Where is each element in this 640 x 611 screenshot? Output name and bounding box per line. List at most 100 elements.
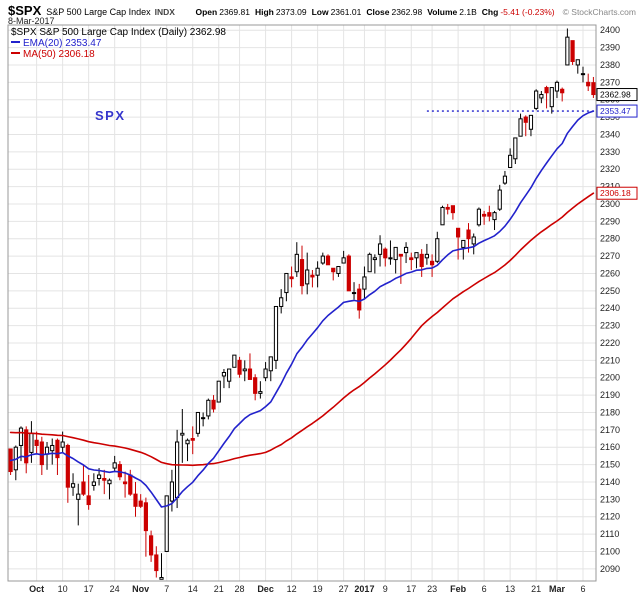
- candle: [565, 28, 570, 66]
- svg-text:14: 14: [188, 584, 198, 594]
- candle: [133, 481, 138, 517]
- candle: [247, 353, 253, 380]
- candle: [523, 115, 528, 137]
- svg-text:2310: 2310: [600, 182, 620, 192]
- svg-text:17: 17: [84, 584, 94, 594]
- candle: [273, 305, 279, 370]
- candle: [268, 356, 273, 382]
- candle: [107, 478, 112, 500]
- chart-header: $SPX S&P 500 Large Cap Index INDX Open 23…: [8, 3, 636, 18]
- candle: [346, 254, 351, 292]
- candle: [341, 250, 346, 264]
- candle: [169, 469, 175, 512]
- candle: [221, 369, 227, 389]
- quote-value: 2361.01: [330, 7, 362, 17]
- svg-text:24: 24: [110, 584, 120, 594]
- index-name: S&P 500 Large Cap Index: [46, 7, 151, 17]
- candle: [450, 205, 456, 220]
- candle: [383, 247, 388, 267]
- x-axis-labels: Oct 10 17 24 Nov 7 14 21 28 Dec 12 19 27 2017 9 17 23 Feb…: [29, 584, 585, 594]
- svg-text:2300: 2300: [600, 199, 620, 209]
- candle: [34, 431, 39, 455]
- candle: [419, 249, 424, 277]
- candle: [91, 473, 96, 491]
- quote-line: Open 2369.81 High 2373.09 Low 2361.01 Close 236…: [190, 7, 554, 17]
- candle: [211, 395, 216, 413]
- candle: [216, 380, 221, 403]
- svg-text:2280: 2280: [600, 234, 620, 244]
- candle: [164, 495, 169, 552]
- candle: [8, 448, 13, 476]
- candle: [435, 231, 440, 264]
- candle: [544, 85, 549, 109]
- candle: [190, 426, 195, 455]
- svg-text:2150: 2150: [600, 460, 620, 470]
- svg-text:2210: 2210: [600, 355, 620, 365]
- candle: [534, 89, 539, 111]
- svg-text:2260: 2260: [600, 268, 620, 278]
- svg-text:2250: 2250: [600, 286, 620, 296]
- candle: [305, 252, 310, 295]
- quote-value: 2.1B: [459, 7, 477, 17]
- svg-text:2160: 2160: [600, 442, 620, 452]
- candle: [549, 87, 554, 114]
- svg-text:2330: 2330: [600, 147, 620, 157]
- ema-line-swatch: [11, 41, 20, 43]
- svg-text:2270: 2270: [600, 251, 620, 261]
- candle: [471, 233, 476, 255]
- svg-text:7: 7: [164, 584, 169, 594]
- candle: [24, 426, 29, 474]
- svg-text:6: 6: [482, 584, 487, 594]
- quote-value: 2369.81: [219, 7, 250, 17]
- candle: [180, 408, 185, 463]
- candle: [315, 261, 320, 288]
- symbol: $SPX: [8, 3, 42, 18]
- svg-text:2110: 2110: [600, 529, 619, 539]
- svg-text:2230: 2230: [600, 321, 620, 331]
- candle: [86, 475, 91, 510]
- svg-text:SPX: SPX: [95, 108, 126, 123]
- candle: [232, 354, 237, 368]
- legend-ma50-label: MA(50) 2306.18: [23, 49, 95, 60]
- candle: [195, 411, 201, 437]
- svg-text:23: 23: [427, 584, 437, 594]
- quote-label: Low: [311, 7, 329, 17]
- svg-text:12: 12: [287, 584, 297, 594]
- candle: [445, 203, 450, 215]
- candle: [65, 443, 70, 503]
- svg-text:2370: 2370: [600, 77, 620, 87]
- candle: [102, 469, 107, 495]
- svg-text:6: 6: [580, 584, 585, 594]
- candle: [502, 170, 508, 185]
- candle: [492, 210, 497, 231]
- svg-text:Dec: Dec: [257, 584, 274, 594]
- copyright: © StockCharts.com: [562, 7, 636, 17]
- svg-text:2320: 2320: [600, 164, 620, 174]
- candle: [513, 137, 518, 164]
- candle: [242, 360, 247, 382]
- candle: [310, 269, 315, 288]
- price-label-box: 2362.98: [596, 88, 638, 102]
- candle: [263, 362, 268, 382]
- svg-text:Mar: Mar: [549, 584, 566, 594]
- candle: [206, 398, 211, 420]
- candle: [44, 442, 50, 470]
- candle: [299, 245, 305, 295]
- candle: [227, 368, 232, 389]
- candle: [424, 243, 429, 265]
- candle: [518, 113, 523, 137]
- candle: [201, 412, 206, 427]
- svg-text:2090: 2090: [600, 564, 620, 574]
- svg-text:Feb: Feb: [450, 584, 467, 594]
- candle: [362, 266, 367, 300]
- svg-text:2220: 2220: [600, 338, 620, 348]
- candle: [456, 227, 461, 260]
- svg-text:10: 10: [58, 584, 68, 594]
- quote-label: Volume: [427, 7, 458, 17]
- svg-text:Oct: Oct: [29, 584, 44, 594]
- svg-text:2400: 2400: [600, 25, 620, 35]
- svg-text:9: 9: [383, 584, 388, 594]
- svg-text:2100: 2100: [600, 546, 620, 556]
